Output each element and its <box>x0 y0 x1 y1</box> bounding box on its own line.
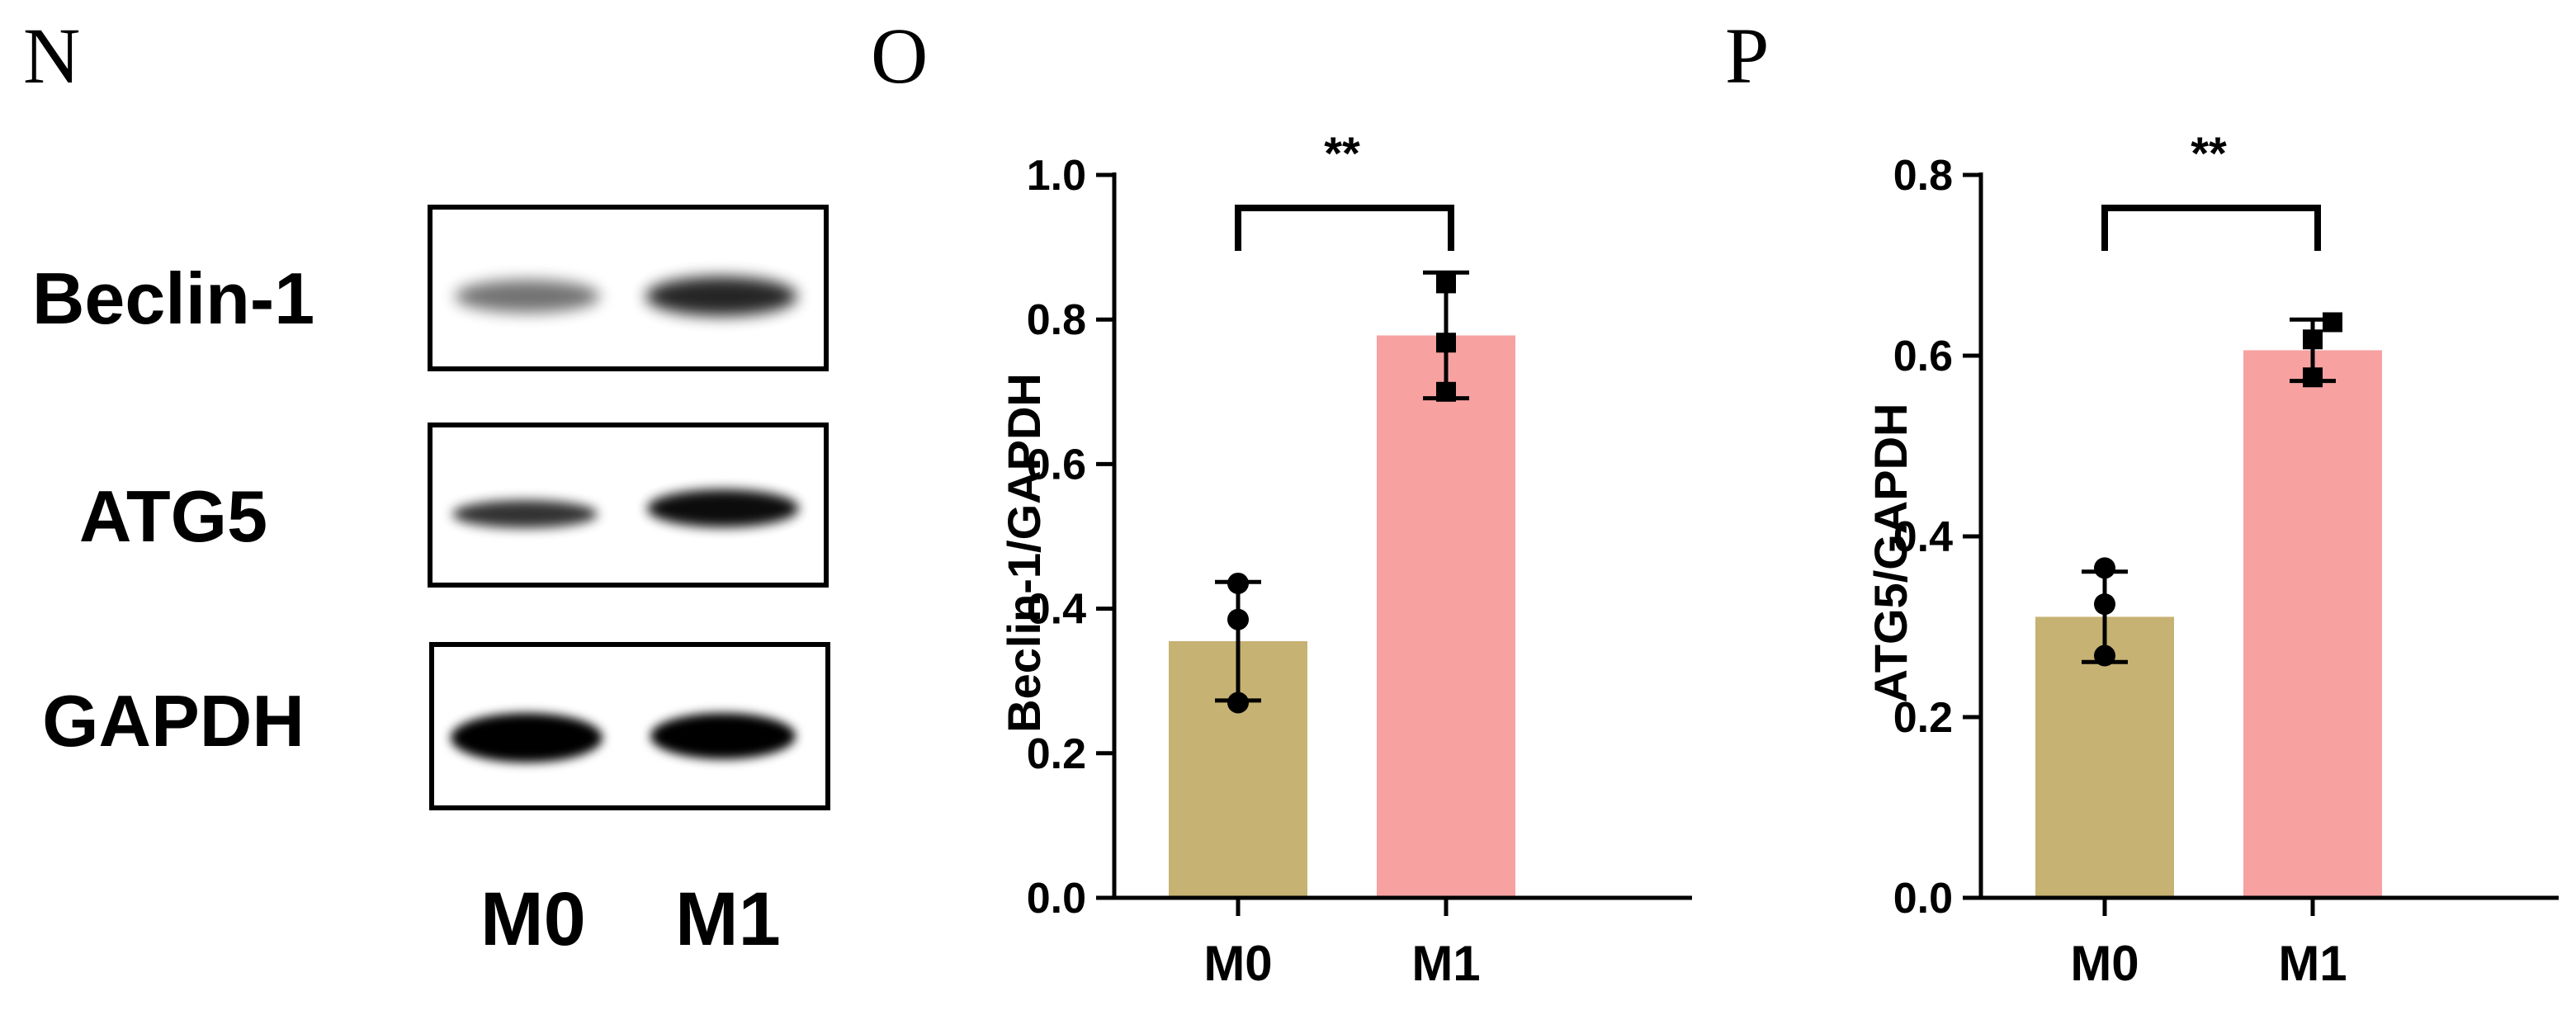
lane-label-m1: M1 <box>675 877 781 961</box>
blot-strip-atg5 <box>428 423 829 588</box>
band-beclin1-m0 <box>455 280 600 313</box>
blot-bands-beclin1 <box>455 276 797 316</box>
chart-beclin1: 0.0 0.2 0.4 0.6 0.8 1.0 M0 M1 Beclin-1/GAPDH ** <box>998 127 1692 991</box>
data-point-m1 <box>2303 329 2323 350</box>
y-tick-label: 0.0 <box>1027 875 1086 923</box>
band-gapdh-m0 <box>451 713 603 762</box>
chart-atg5: 0.0 0.2 0.4 0.6 0.8 M0 M1 ATG5/GAPDH ** <box>1865 127 2559 991</box>
blot-label-gapdh: GAPDH <box>42 680 305 762</box>
data-point-m1 <box>2303 367 2323 388</box>
blot-bands-atg5 <box>452 489 799 528</box>
blot-strip-beclin1 <box>428 205 829 371</box>
y-tick-label: 0.6 <box>1027 441 1086 489</box>
y-tick-label: 1.0 <box>1027 152 1086 200</box>
blot-strip-gapdh <box>429 642 830 810</box>
panel-letter-o: O <box>871 12 929 100</box>
x-tick-label: M0 <box>1203 936 1272 991</box>
significance-bracket <box>1235 205 1454 251</box>
y-tick-label: 0.4 <box>1027 586 1086 634</box>
blot-label-beclin1: Beclin-1 <box>31 257 315 339</box>
data-point-m0 <box>2094 593 2115 616</box>
blot-label-atg5: ATG5 <box>78 475 268 557</box>
y-tick-label: 0.8 <box>1893 152 1953 200</box>
y-axis-label: ATG5/GAPDH <box>1865 404 1917 703</box>
panel-letter-n: N <box>23 12 81 100</box>
y-tick-label: 0.2 <box>1027 730 1086 778</box>
lane-label-m0: M0 <box>480 877 586 961</box>
data-point-m0 <box>2094 644 2115 667</box>
data-point-m1 <box>1436 333 1456 353</box>
x-tick-label: M1 <box>1411 936 1480 991</box>
x-tick-label: M1 <box>2278 936 2347 991</box>
bar-m1 <box>2243 350 2382 898</box>
band-gapdh-m1 <box>650 713 796 759</box>
y-tick-label: 0.4 <box>1893 513 1953 561</box>
data-point-m0 <box>1227 572 1249 594</box>
y-axis-label: Beclin-1/GAPDH <box>998 373 1050 733</box>
data-point-m1 <box>1436 273 1456 294</box>
data-point-m1 <box>2323 312 2342 333</box>
y-tick-label: 0.8 <box>1027 296 1086 344</box>
y-tick-label: 0.6 <box>1893 333 1953 380</box>
data-point-m1 <box>1436 381 1456 402</box>
data-point-m0 <box>2094 557 2115 579</box>
band-atg5-m1 <box>647 489 799 527</box>
y-tick-label: 0.2 <box>1893 694 1953 742</box>
significance-label: ** <box>2191 127 2227 179</box>
x-tick-label: M0 <box>2070 936 2139 991</box>
band-atg5-m0 <box>452 500 598 528</box>
data-point-m0 <box>1227 692 1249 714</box>
significance-label: ** <box>1324 127 1360 179</box>
blot-bands-gapdh <box>451 713 796 762</box>
band-beclin1-m1 <box>645 276 797 316</box>
significance-bracket <box>2101 205 2321 251</box>
data-point-m0 <box>1227 608 1249 630</box>
panel-letter-p: P <box>1725 12 1770 100</box>
bar-m1 <box>1377 335 1515 898</box>
y-tick-label: 0.0 <box>1893 875 1953 923</box>
